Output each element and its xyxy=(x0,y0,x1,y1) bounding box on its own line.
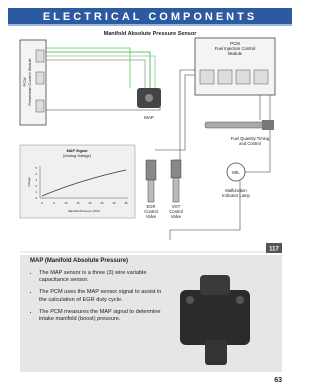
connector xyxy=(199,69,215,85)
header-bar xyxy=(8,8,292,24)
bullet: The PCM measures the MAP signal to deter… xyxy=(39,309,170,324)
graph-y-tick: 2 xyxy=(35,184,37,188)
graph-x-label: Manifold Pressure (PSI) xyxy=(68,209,100,213)
label-line: Module xyxy=(228,51,243,56)
connector xyxy=(217,69,233,85)
connector xyxy=(35,49,45,63)
bullet-list: The MAP sensor is a three (3) wire varia… xyxy=(30,270,170,324)
label-line: Control xyxy=(144,209,158,214)
label-line: PCM xyxy=(22,78,27,87)
diagram-title: Manifold Absolute Pressure Sensor xyxy=(104,31,198,37)
label-line: PCM xyxy=(230,41,240,46)
bullet: The PCM uses the MAP sensor signal to as… xyxy=(39,289,170,304)
page-art: ELECTRICAL COMPONENTS Manifold Absolute … xyxy=(8,8,292,384)
graph-x-tick: 15 xyxy=(76,201,80,205)
graph-y-tick: 0 xyxy=(35,196,37,200)
mil-label: MIL xyxy=(232,170,240,175)
header-title: ELECTRICAL COMPONENTS xyxy=(43,11,257,23)
page-badge: 117 xyxy=(269,247,279,253)
bullet: The MAP sensor is a three (3) wire varia… xyxy=(39,270,170,285)
label-line: Indicator Lamp xyxy=(222,193,250,198)
pcm-right-box xyxy=(194,37,276,96)
label-line: Valve xyxy=(171,214,182,219)
graph-y-tick: 4 xyxy=(35,172,37,176)
label-line: MAP Signal xyxy=(67,149,88,153)
vgt-stem xyxy=(172,177,180,203)
graph-box xyxy=(19,144,136,219)
label-line: Malfunction xyxy=(225,188,247,193)
graph-title: MAP Signal(Analog Voltage) xyxy=(63,149,92,158)
graph-curve xyxy=(41,169,127,197)
graph-x-tick: 10 xyxy=(64,201,68,205)
sensor-photo xyxy=(180,275,250,365)
label-line: Powertrain Control Module xyxy=(27,58,32,106)
graph-x-tick: 25 xyxy=(100,201,104,205)
injector xyxy=(204,121,266,129)
egr-valve xyxy=(145,159,157,181)
graph-x-tick: 20 xyxy=(88,201,92,205)
label-line: and Control xyxy=(239,141,261,146)
map-label: MAP xyxy=(144,115,154,120)
graph-y-tick: 3 xyxy=(35,178,37,182)
graph-y-tick: 5 xyxy=(35,166,37,170)
label-line: Control xyxy=(169,209,183,214)
panel-title: MAP (Manifold Absolute Pressure) xyxy=(30,258,129,264)
mil-lamp xyxy=(226,162,246,182)
graph-x-tick: 5 xyxy=(53,201,55,205)
pcm-left-label: PCM Powertrain Control Module xyxy=(22,58,32,106)
label-line: Fuel Quantity Timing xyxy=(231,136,270,141)
graph-x-tick: 30 xyxy=(112,201,116,205)
page-badge-box xyxy=(266,243,282,253)
connector xyxy=(253,69,269,85)
graph-x-tick: 0 xyxy=(41,201,43,205)
graph-x-tick: 35 xyxy=(124,201,128,205)
connector xyxy=(235,69,251,85)
graph-ticks: 0 1 2 3 4 5 0 5 10 15 20 25 30 35 xyxy=(35,166,128,205)
page: ELECTRICAL COMPONENTS Manifold Absolute … xyxy=(0,0,300,388)
label-line: Valve xyxy=(146,214,157,219)
injector-head xyxy=(262,120,274,130)
vgt-valve xyxy=(170,159,182,179)
panel-text: MAP (Manifold Absolute Pressure) The MAP… xyxy=(30,258,170,328)
label-line: EGR xyxy=(146,204,155,209)
map-port xyxy=(145,94,153,102)
header-rule xyxy=(8,24,292,26)
graph-y-tick: 1 xyxy=(35,190,37,194)
connector xyxy=(35,71,45,85)
label-line: (Analog Voltage) xyxy=(63,154,92,158)
page-number: 63 xyxy=(274,377,282,384)
label-line: Fuel Injection Control xyxy=(215,46,256,51)
graph-y-label: Voltage xyxy=(27,177,31,187)
label-line: VGT xyxy=(172,204,181,209)
egr-stem xyxy=(147,179,155,203)
connector xyxy=(35,99,45,113)
